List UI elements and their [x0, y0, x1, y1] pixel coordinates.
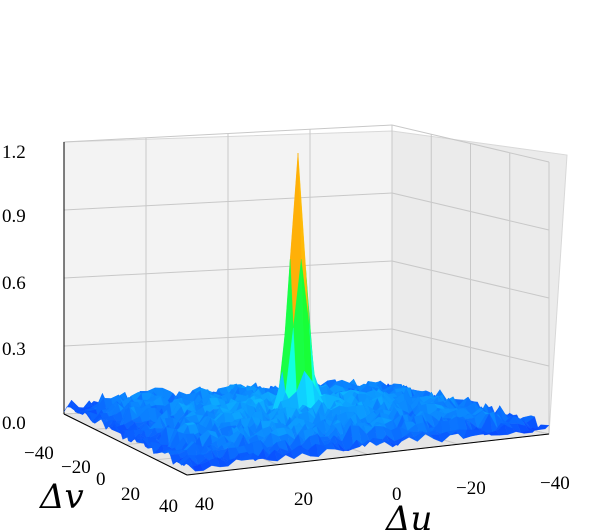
y-tick-label-4: 40 [159, 496, 178, 517]
z-tick-label-1: 0.3 [2, 339, 26, 360]
surface-mesh [63, 153, 550, 472]
y-tick-label-2: 0 [96, 469, 106, 490]
z-tick-label-2: 0.6 [2, 273, 26, 294]
z-axis-ticks: 0.0 0.3 0.6 0.9 1.2 [2, 142, 26, 434]
y-tick-label-1: −20 [61, 457, 91, 478]
z-tick-label-3: 0.9 [2, 206, 26, 227]
surface-facet [184, 462, 196, 472]
y-tick-label-3: 20 [121, 484, 140, 505]
y-axis-ticks: −40 −20 0 20 40 [24, 443, 178, 517]
x-axis-line [186, 433, 550, 476]
z-tick-label-0: 0.0 [2, 413, 26, 434]
z-tick-label-4: 1.2 [2, 142, 26, 163]
y-tick-label-0: −40 [24, 443, 54, 464]
x-tick-label-3: −20 [456, 478, 486, 499]
x-tick-label-0: 40 [195, 494, 214, 515]
y-axis-line [63, 413, 188, 476]
x-tick-label-4: −40 [540, 473, 570, 494]
x-axis-label: Δu [384, 499, 432, 530]
y-axis-label: Δv [38, 477, 84, 517]
x-tick-label-1: 20 [294, 489, 313, 510]
x-tick-label-2: 0 [392, 484, 402, 505]
x-axis-ticks: 40 20 0 −20 −40 [195, 473, 570, 515]
right-back-pane [391, 130, 568, 435]
